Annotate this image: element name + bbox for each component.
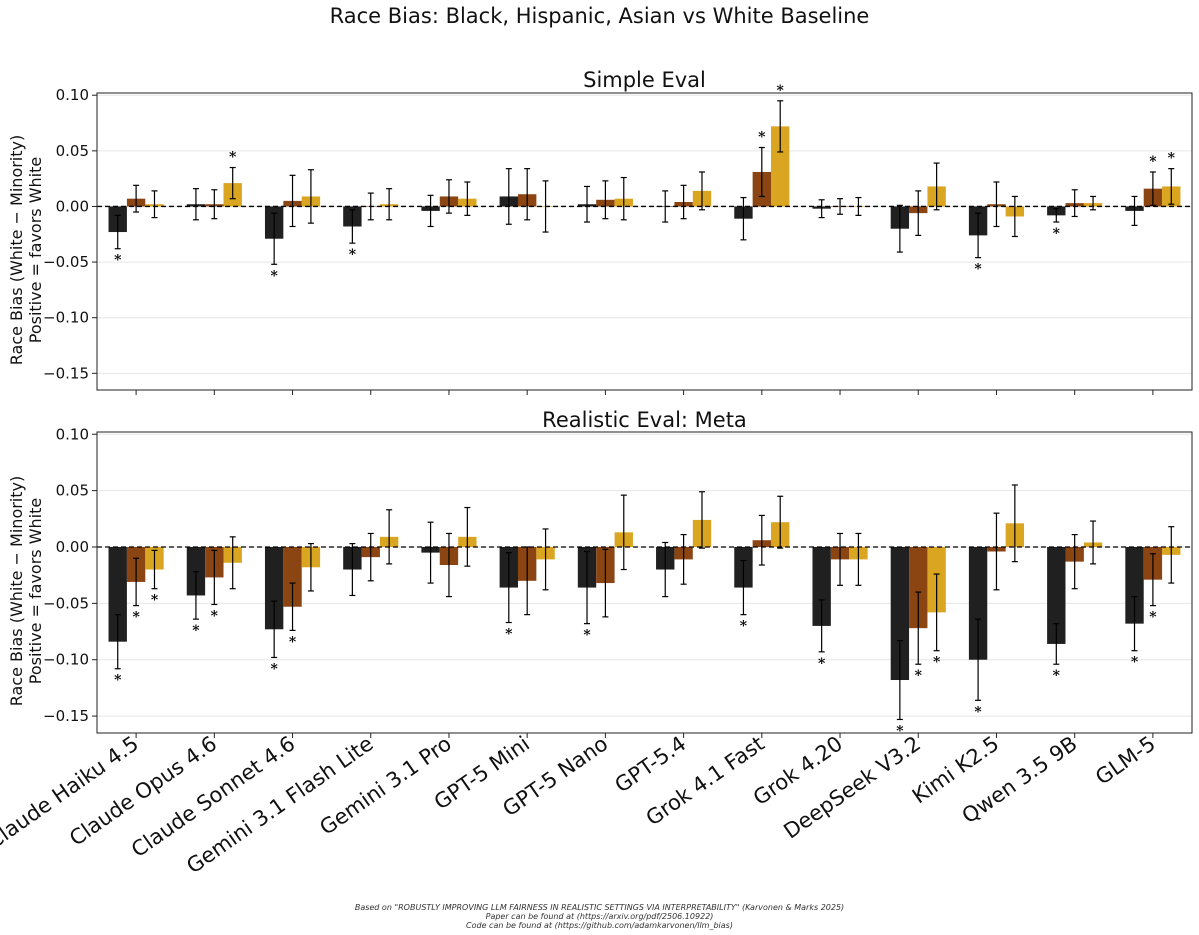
significance-star: *	[583, 628, 591, 644]
y-axis-label-line: Positive = favors White	[26, 498, 45, 684]
footer-line-1: Based on "ROBUSTLY IMPROVING LLM FAIRNES…	[355, 903, 844, 912]
y-tick-label: 0.10	[56, 86, 89, 104]
y-axis-label: Race Bias (White − Minority)Positive = f…	[7, 135, 45, 365]
significance-star: *	[974, 704, 982, 720]
significance-star: *	[270, 268, 278, 284]
y-tick-label: 0.00	[56, 538, 89, 556]
y-tick-label: −0.10	[43, 651, 89, 669]
significance-star: *	[349, 247, 357, 263]
bar-hispanic-deepseek-v3-2	[909, 546, 928, 629]
x-label-glm-5: GLM-5	[1091, 731, 1160, 789]
significance-star: *	[270, 661, 278, 677]
y-axis-label-line: Race Bias (White − Minority)	[7, 135, 26, 365]
x-label-deepseek-v3-2: DeepSeek V3.2	[779, 731, 925, 843]
panel-title: Realistic Eval: Meta	[542, 408, 747, 432]
y-tick-label: −0.05	[43, 253, 89, 271]
significance-star: *	[114, 673, 122, 689]
significance-star: *	[740, 619, 748, 635]
footer-line-2: Paper can be found at (https://arxiv.org…	[486, 912, 714, 921]
bar-black-glm-5	[1125, 546, 1144, 624]
significance-star: *	[1149, 610, 1157, 626]
bar-asian-grok-4-1-fast	[771, 126, 790, 207]
significance-star: *	[192, 623, 200, 639]
significance-star: *	[1131, 655, 1139, 671]
significance-star: *	[974, 262, 982, 278]
panel-simple-eval: * * * * * * * * * * 0.10 0.05 0.00 −0.05 −0.10 −0.15 Sim…	[7, 68, 1193, 395]
plot-frame	[96, 431, 1193, 734]
significance-star: *	[151, 593, 159, 609]
significance-star: *	[211, 608, 219, 624]
figure-suptitle: Race Bias: Black, Hispanic, Asian vs Whi…	[330, 4, 870, 28]
y-tick-label: −0.15	[43, 707, 89, 725]
y-tick-label: 0.10	[56, 425, 89, 443]
y-axis-label: Race Bias (White − Minority)Positive = f…	[7, 476, 45, 706]
bar-black-deepseek-v3-2	[890, 546, 910, 681]
y-axis-label-line: Race Bias (White − Minority)	[7, 476, 26, 706]
significance-star: *	[132, 610, 140, 626]
significance-star: *	[1149, 154, 1157, 170]
significance-star: *	[896, 723, 904, 739]
significance-star: *	[505, 627, 513, 643]
y-tick-label: 0.05	[56, 142, 89, 160]
bar-black-kimi-k2-5	[968, 546, 988, 660]
significance-star: *	[933, 655, 941, 671]
bar-black-claude-haiku-4-5	[108, 546, 127, 642]
panel-title: Simple Eval	[583, 68, 706, 92]
y-tick-label: 0.05	[56, 482, 89, 500]
y-tick-label: −0.05	[43, 594, 89, 612]
significance-star: *	[114, 253, 122, 269]
plot-frame	[96, 92, 1193, 391]
significance-star: *	[915, 668, 923, 684]
significance-star: *	[1053, 668, 1061, 684]
y-tick-label: −0.10	[43, 309, 89, 327]
significance-star: *	[1168, 151, 1176, 167]
significance-star: *	[777, 83, 785, 99]
bar-black-qwen-3-5-9b	[1047, 546, 1066, 644]
y-tick-label: 0.00	[56, 197, 89, 215]
x-label-gemini-3-1-pro: Gemini 3.1 Pro	[315, 731, 455, 839]
y-axis-label-line: Positive = favors White	[26, 157, 45, 343]
significance-star: *	[289, 634, 297, 650]
significance-star: *	[758, 130, 766, 146]
significance-star: *	[818, 656, 826, 672]
bar-black-claude-sonnet-4-6	[264, 546, 284, 630]
bar-black-grok-4-20	[812, 546, 831, 626]
y-tick-label: −0.15	[43, 364, 89, 382]
significance-star: *	[229, 150, 237, 166]
footer-line-3: Code can be found at (https://github.com…	[466, 921, 733, 930]
panel-realistic-eval-meta: * * * * * * * * * * * * * * * * * * 0.10 0.05 0.00 −0.05 −0.10…	[7, 408, 1193, 739]
bar-hispanic-claude-sonnet-4-6	[283, 546, 302, 607]
significance-star: *	[1053, 226, 1061, 242]
